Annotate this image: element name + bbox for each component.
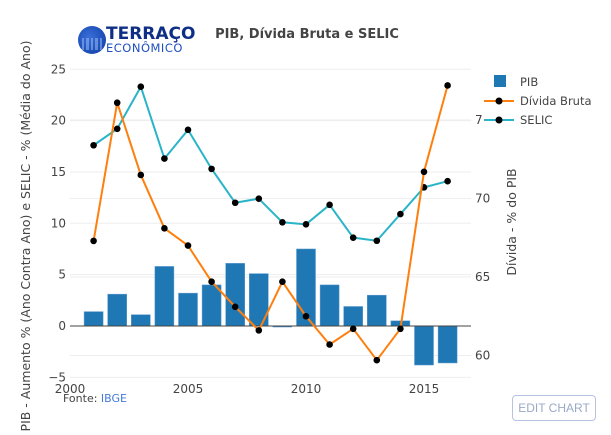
right-tick-label: 7 bbox=[475, 113, 483, 127]
divida-point[interactable] bbox=[113, 99, 121, 107]
left-tick-label: 5 bbox=[58, 268, 66, 282]
divida-point[interactable] bbox=[231, 303, 239, 311]
right-tick-label: 70 bbox=[475, 192, 490, 206]
legend-pib-swatch[interactable] bbox=[494, 75, 506, 87]
right-axis-title: Dívida - % do PIB bbox=[504, 168, 519, 275]
divida-point[interactable] bbox=[397, 325, 404, 333]
series-lines bbox=[90, 82, 451, 364]
divida-line bbox=[92, 85, 449, 362]
source-prefix: Fonte: bbox=[63, 392, 101, 405]
chart-title: PIB, Dívida Bruta e SELIC bbox=[215, 27, 399, 42]
pib-bar[interactable] bbox=[367, 294, 387, 327]
divida-point[interactable] bbox=[444, 82, 451, 89]
selic-point[interactable] bbox=[397, 210, 404, 218]
selic-point[interactable] bbox=[184, 126, 192, 134]
left-axis-ticks: −5 0 5 10 15 20 25 bbox=[48, 62, 66, 384]
selic-point[interactable] bbox=[161, 155, 168, 162]
pib-bar[interactable] bbox=[225, 263, 245, 327]
divida-point[interactable] bbox=[137, 171, 145, 179]
right-tick-label: 65 bbox=[475, 270, 490, 284]
selic-point[interactable] bbox=[444, 177, 451, 185]
pib-bar[interactable] bbox=[343, 306, 363, 327]
legend-divida-label[interactable]: Dívida Bruta bbox=[520, 94, 592, 108]
selic-line bbox=[93, 85, 448, 242]
pib-bars bbox=[83, 248, 458, 366]
divida-point[interactable] bbox=[302, 312, 310, 320]
selic-point[interactable] bbox=[326, 201, 333, 209]
pib-bar[interactable] bbox=[201, 284, 222, 327]
legend: PIB Dívida Bruta SELIC bbox=[484, 75, 592, 127]
logo-globe-icon bbox=[78, 26, 106, 54]
legend-selic-marker bbox=[495, 116, 503, 124]
right-axis-ticks: 60 65 70 7 bbox=[475, 113, 490, 363]
divida-point[interactable] bbox=[279, 278, 286, 286]
brand-line2: ECONÔMICO bbox=[106, 41, 183, 55]
divida-point[interactable] bbox=[90, 237, 97, 245]
left-tick-label: −5 bbox=[48, 370, 66, 384]
divida-point[interactable] bbox=[255, 327, 263, 334]
pib-bar[interactable] bbox=[319, 284, 340, 327]
left-tick-label: 25 bbox=[51, 62, 66, 76]
left-tick-label: 20 bbox=[51, 114, 66, 128]
pib-bar[interactable] bbox=[83, 311, 104, 327]
pib-bar[interactable] bbox=[107, 293, 127, 327]
brand-line1: TERRAÇO bbox=[106, 24, 196, 44]
divida-point[interactable] bbox=[161, 225, 168, 232]
legend-divida-marker bbox=[495, 97, 503, 105]
brand-logo: TERRAÇO ECONÔMICO bbox=[78, 24, 196, 56]
source-link[interactable]: IBGE bbox=[100, 392, 127, 405]
pib-bar[interactable] bbox=[414, 325, 434, 366]
x-axis-ticks: 2000 2005 2010 2015 bbox=[55, 382, 440, 396]
selic-point[interactable] bbox=[231, 199, 239, 207]
selic-point[interactable] bbox=[279, 218, 286, 226]
divida-point[interactable] bbox=[208, 278, 215, 286]
pib-bar[interactable] bbox=[131, 314, 151, 327]
divida-point[interactable] bbox=[184, 242, 192, 249]
selic-point[interactable] bbox=[137, 83, 145, 91]
pib-bar[interactable] bbox=[178, 292, 198, 327]
legend-pib-label[interactable]: PIB bbox=[520, 75, 538, 89]
x-tick-label: 2000 bbox=[55, 382, 86, 396]
divida-point[interactable] bbox=[326, 341, 333, 348]
selic-point[interactable] bbox=[255, 195, 263, 202]
x-tick-label: 2005 bbox=[173, 382, 204, 396]
selic-point[interactable] bbox=[90, 141, 97, 149]
left-tick-label: 10 bbox=[51, 216, 66, 230]
divida-point[interactable] bbox=[373, 356, 381, 364]
edit-chart-button[interactable]: EDIT CHART bbox=[512, 395, 596, 421]
grid-lines bbox=[70, 68, 471, 378]
pib-bar[interactable] bbox=[154, 266, 175, 327]
pib-bar[interactable] bbox=[437, 325, 458, 364]
legend-selic-label[interactable]: SELIC bbox=[520, 113, 552, 127]
x-tick-label: 2010 bbox=[291, 382, 322, 396]
left-tick-label: 0 bbox=[58, 319, 66, 333]
selic-point[interactable] bbox=[302, 221, 310, 228]
source-footer: Fonte: IBGE bbox=[63, 392, 127, 405]
selic-point[interactable] bbox=[208, 165, 215, 173]
selic-point[interactable] bbox=[349, 234, 357, 241]
x-tick-label: 2015 bbox=[409, 382, 440, 396]
right-tick-label: 60 bbox=[475, 349, 490, 363]
left-axis-title: PIB - Aumento % (Ano Contra Ano) e SELIC… bbox=[18, 41, 33, 432]
divida-point[interactable] bbox=[349, 325, 357, 333]
divida-point[interactable] bbox=[420, 168, 428, 176]
selic-point[interactable] bbox=[373, 237, 381, 245]
left-tick-label: 15 bbox=[51, 165, 66, 179]
selic-point[interactable] bbox=[113, 125, 121, 133]
